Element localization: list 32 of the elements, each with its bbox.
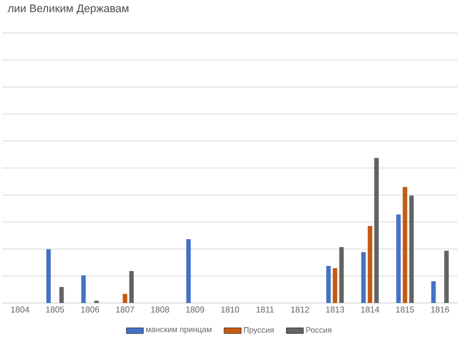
x-tick-label: 1810 bbox=[221, 306, 240, 313]
bar bbox=[46, 249, 51, 303]
bar bbox=[396, 214, 401, 303]
x-tick-label: 1814 bbox=[361, 306, 380, 313]
x-tick-label: 1806 bbox=[81, 306, 100, 313]
bar bbox=[444, 250, 449, 303]
bar bbox=[186, 239, 191, 303]
x-tick-label: 1811 bbox=[256, 306, 274, 313]
legend-label: манским принцам bbox=[146, 328, 212, 334]
bar bbox=[374, 158, 379, 303]
bar bbox=[409, 196, 414, 303]
x-tick-label: 1808 bbox=[151, 306, 170, 313]
x-tick-label: 1807 bbox=[116, 306, 134, 313]
bar bbox=[431, 281, 436, 303]
bar bbox=[339, 247, 344, 303]
bar bbox=[326, 266, 331, 303]
bar bbox=[368, 226, 372, 303]
x-tick-label: 1812 bbox=[291, 306, 310, 313]
x-tick-label: 1804 bbox=[11, 306, 30, 313]
x-tick-label: 1813 bbox=[326, 306, 344, 313]
x-tick-label: 1815 bbox=[396, 306, 414, 313]
x-tick-label: 1805 bbox=[46, 306, 64, 313]
legend-label: Россия bbox=[306, 327, 332, 333]
x-tick-label: 1816 bbox=[431, 306, 450, 313]
bar bbox=[59, 287, 64, 303]
bar bbox=[122, 294, 128, 303]
legend-label: Пруссия bbox=[244, 327, 274, 334]
chart-title: лии Великим Державам bbox=[8, 4, 128, 14]
x-tick-label: 1809 bbox=[186, 306, 204, 313]
bar bbox=[402, 186, 408, 303]
bar bbox=[81, 275, 86, 303]
bar bbox=[129, 271, 134, 303]
